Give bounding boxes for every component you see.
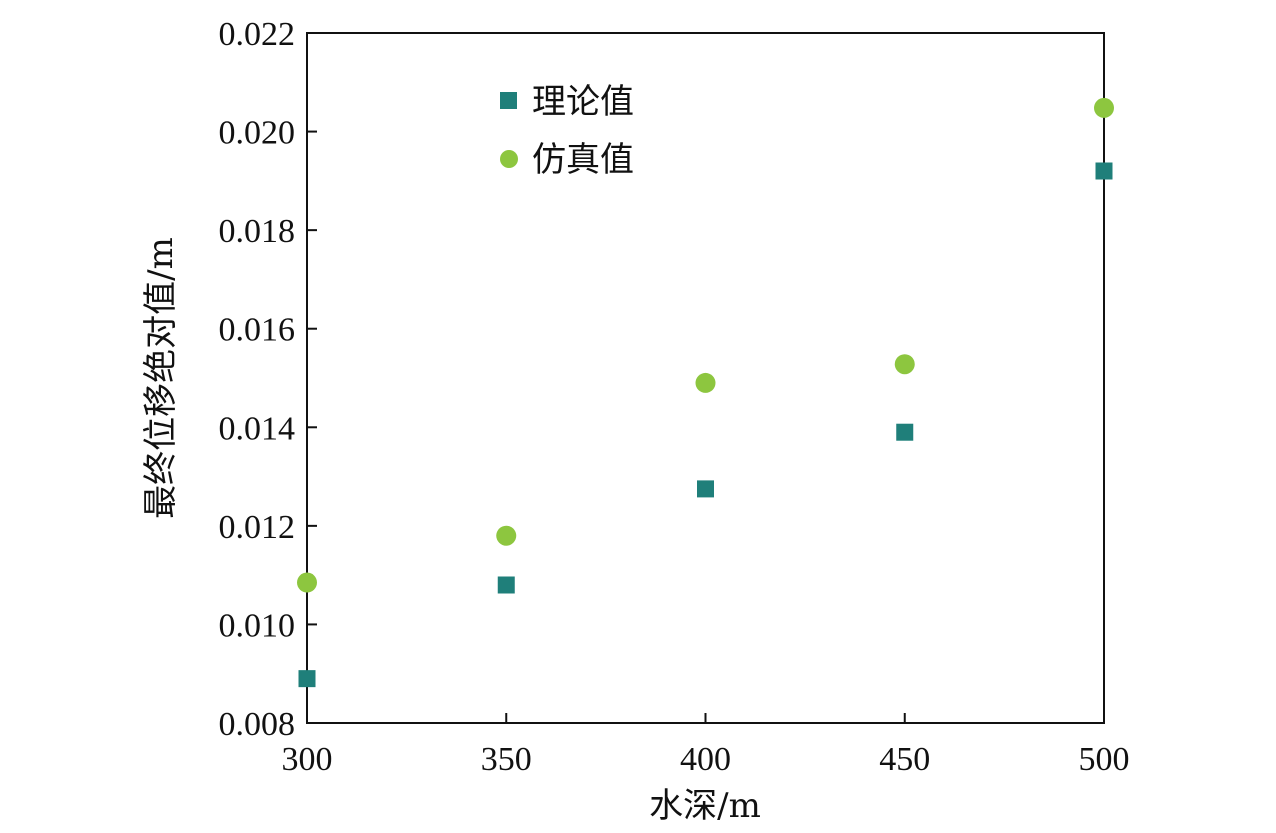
x-tick-label-2: 400 bbox=[680, 741, 731, 778]
y-axis-ticks: 0.008 0.010 0.012 0.014 0.016 0.018 0.020 0.022 bbox=[219, 16, 317, 743]
y-tick-label-3: 0.014 bbox=[219, 410, 296, 447]
y-tick-label-0: 0.008 bbox=[219, 706, 296, 743]
legend-marker-theory bbox=[500, 92, 517, 109]
point-series-0-4 bbox=[1095, 162, 1113, 180]
point-series-1-1 bbox=[496, 525, 517, 546]
x-axis-ticks: 300 350 400 450 500 bbox=[282, 713, 1130, 778]
y-tick-label-7: 0.022 bbox=[219, 16, 296, 53]
point-series-1-3 bbox=[894, 354, 915, 375]
point-series-1-0 bbox=[297, 572, 317, 593]
point-series-0-0 bbox=[298, 670, 316, 688]
legend: 理论值 仿真值 bbox=[500, 82, 634, 180]
point-series-1-4 bbox=[1094, 97, 1114, 118]
y-tick-label-2: 0.012 bbox=[219, 509, 296, 546]
point-series-0-3 bbox=[896, 423, 914, 441]
y-tick-label-6: 0.020 bbox=[219, 115, 296, 152]
point-series-0-1 bbox=[497, 576, 515, 594]
legend-label-simulation: 仿真值 bbox=[532, 140, 634, 180]
x-axis-label: 水深/m bbox=[649, 786, 761, 826]
y-tick-label-4: 0.016 bbox=[219, 312, 296, 349]
y-tick-label-5: 0.018 bbox=[219, 213, 296, 250]
x-tick-label-4: 500 bbox=[1079, 741, 1130, 778]
x-tick-label-0: 300 bbox=[282, 741, 333, 778]
point-series-1-2 bbox=[695, 372, 716, 393]
legend-label-theory: 理论值 bbox=[532, 82, 634, 122]
data-points bbox=[297, 97, 1114, 688]
y-tick-label-1: 0.010 bbox=[219, 607, 296, 644]
legend-marker-simulation bbox=[500, 150, 518, 168]
y-axis-label: 最终位移绝对值/m bbox=[141, 237, 181, 519]
x-tick-label-3: 450 bbox=[879, 741, 930, 778]
point-series-0-2 bbox=[697, 480, 714, 498]
x-tick-label-1: 350 bbox=[481, 741, 532, 778]
